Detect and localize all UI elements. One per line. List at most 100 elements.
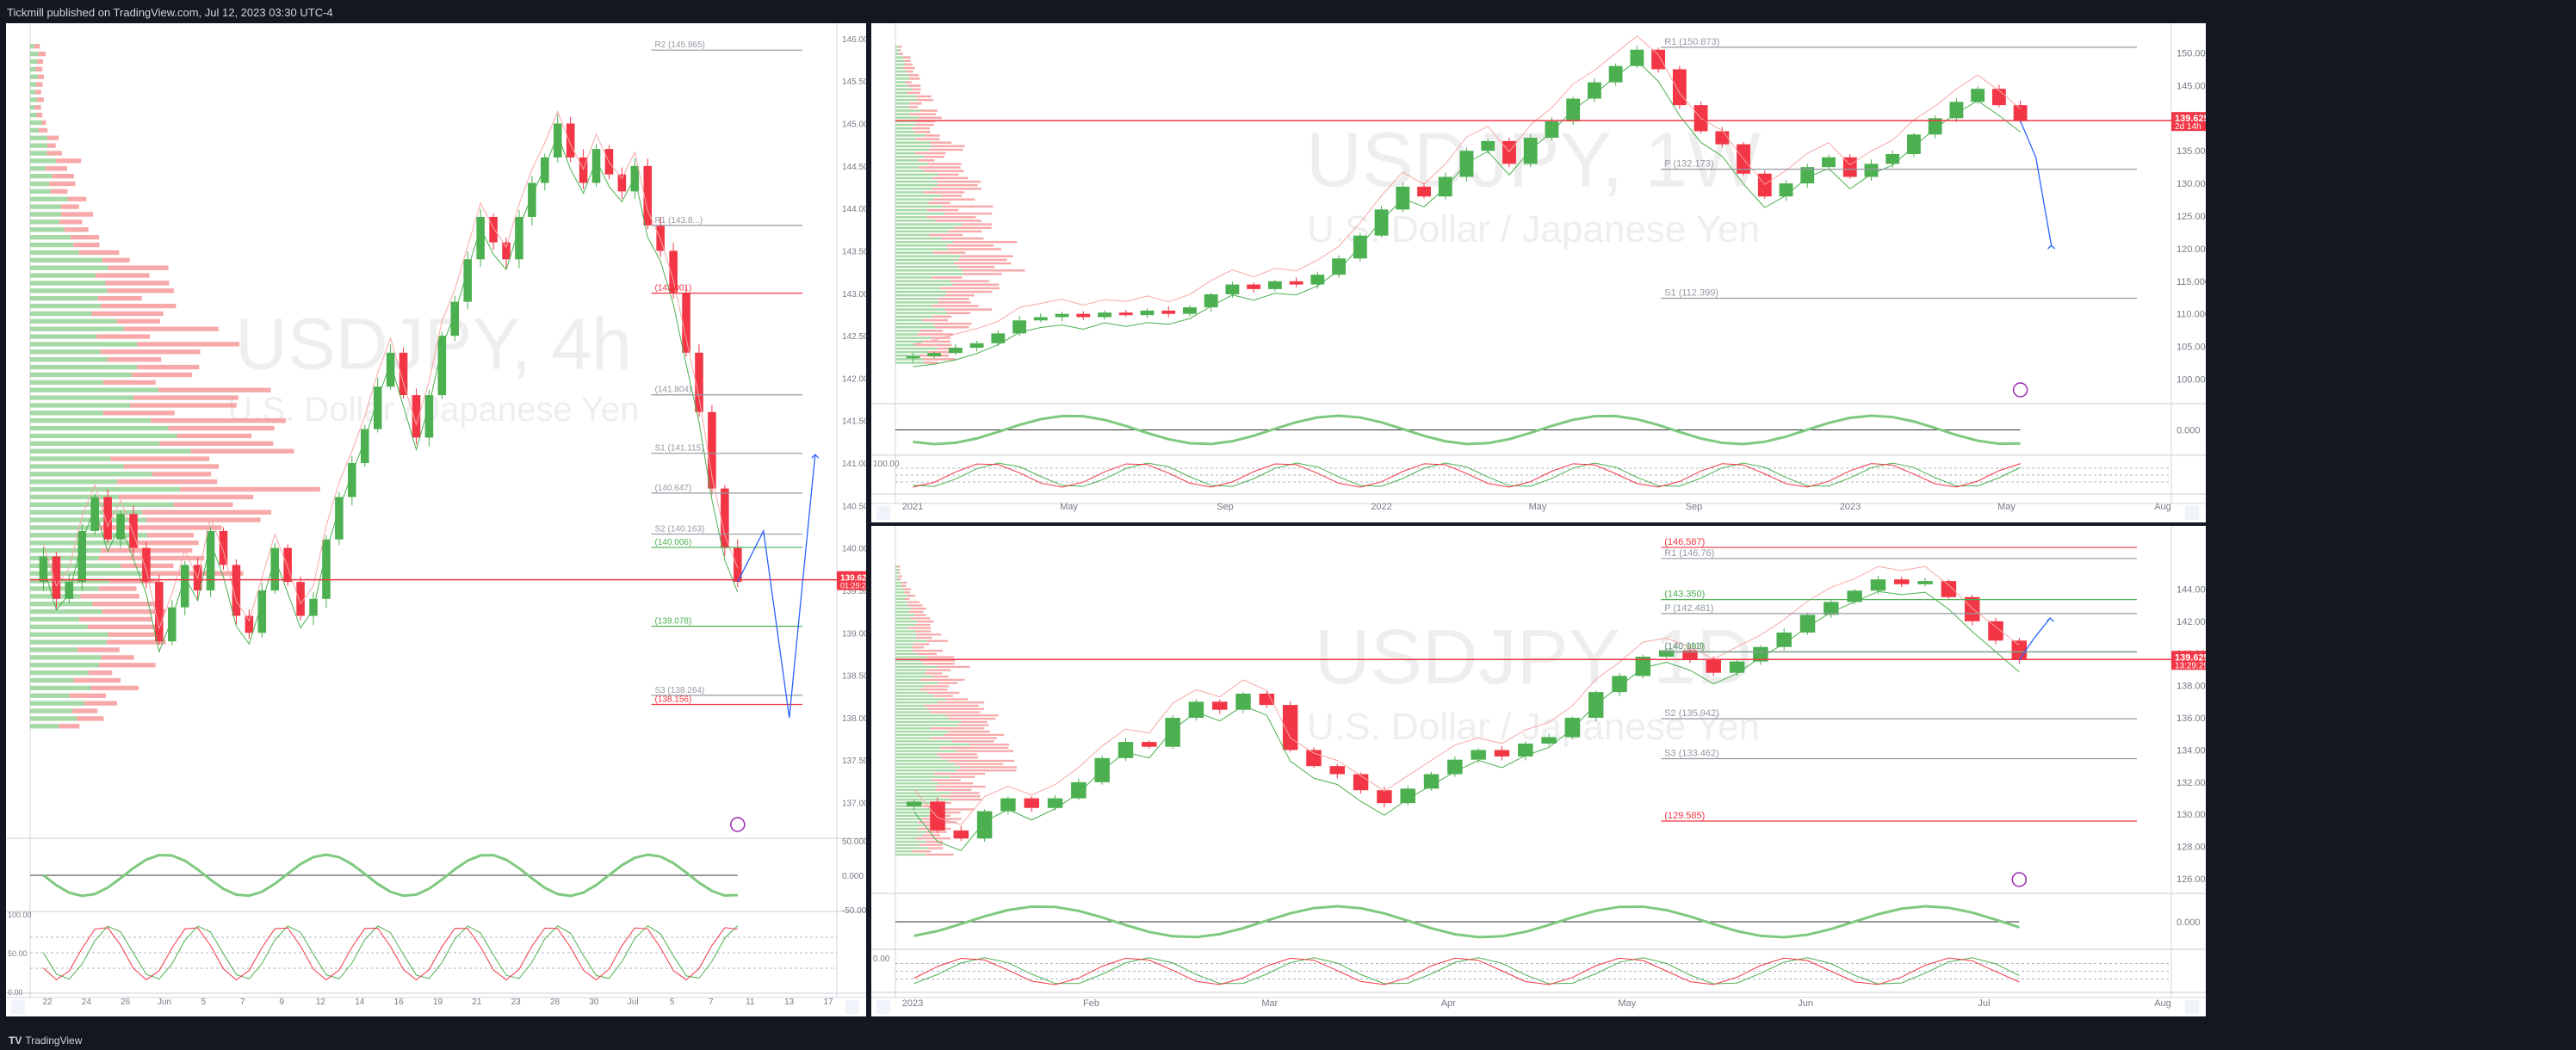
event-marker-icon[interactable] [2011, 872, 2028, 887]
volume-profile-bar-bull [30, 693, 70, 698]
auto-scale-button[interactable] [2185, 1000, 2199, 1014]
volume-profile-bar-bull [30, 127, 39, 133]
volume-profile-bar-bear [914, 623, 931, 627]
chart-svg[interactable]: USDJPY, 1WU.S. Dollar / Japanese Yen150.… [871, 23, 2206, 522]
volume-profile-bar-bear [907, 595, 916, 597]
volume-profile-bar-bull [895, 759, 949, 763]
volume-profile-bar-bull [895, 695, 935, 697]
volume-profile-bar-bear [129, 403, 237, 408]
volume-profile-bar-bear [938, 782, 974, 785]
x-tick-label: 5 [670, 998, 675, 1007]
volume-profile-bar-bull [30, 166, 46, 171]
candle-body [1012, 320, 1026, 334]
volume-profile-bar-bear [960, 766, 1017, 769]
chart-svg[interactable]: USDJPY, 4h U.S. Dollar / Japanese Yen 146.… [6, 23, 866, 1016]
x-tick-label: 9 [279, 998, 284, 1007]
volume-profile-bar-bull [895, 91, 907, 95]
volume-profile-bar-bull [30, 273, 96, 278]
volume-profile-bar-bull [30, 525, 99, 530]
volume-profile-bar-bear [190, 448, 294, 454]
x-tick-label: Feb [1083, 998, 1099, 1009]
candle-body [348, 463, 356, 497]
volume-profile-bar-bull [30, 326, 124, 331]
volume-profile-bar-bear [957, 265, 995, 269]
volume-profile-bar-bull [895, 614, 915, 616]
pivot-level-label: (140.111) [1664, 641, 1703, 652]
y-tick-label: 138.000 [842, 714, 866, 724]
event-marker-icon[interactable] [2012, 382, 2028, 398]
candle-body [77, 530, 87, 583]
volume-profile-bar-bull [895, 633, 917, 636]
volume-profile-bar-bull [30, 456, 111, 461]
stochastic-d-line [913, 957, 2020, 985]
auto-scale-button[interactable] [2185, 506, 2199, 520]
volume-profile-bar-bull [30, 59, 37, 65]
x-tick-label: 2021 [902, 502, 923, 512]
volume-profile-bar-bull [895, 591, 905, 594]
timezone-button[interactable] [876, 506, 890, 520]
momentum-line [913, 414, 2021, 446]
pivot-level-label: (129.585) [1664, 811, 1705, 821]
auto-scale-button[interactable] [845, 1000, 859, 1014]
volume-profile-bar-bull [895, 63, 905, 66]
timezone-button[interactable] [11, 1000, 25, 1014]
candle-body [1183, 307, 1197, 314]
volume-profile-bar-bear [100, 303, 176, 309]
chart-panel-4h[interactable]: USDJPY, 4h U.S. Dollar / Japanese Yen 146.… [6, 23, 866, 1016]
x-tick-label: 17 [823, 998, 833, 1007]
timezone-button[interactable] [876, 1000, 890, 1014]
volume-profile-bar-bull [895, 191, 924, 194]
volume-profile-bar-bear [152, 472, 212, 477]
x-tick-label: 23 [511, 998, 522, 1007]
event-marker-icon[interactable] [730, 817, 746, 832]
y-tick-label: 125.000 [2177, 212, 2206, 222]
chart-svg[interactable]: USDJPY, 1D U.S. Dollar / Japanese Yen 144.… [871, 526, 2206, 1016]
volume-profile-bar-bear [934, 326, 969, 329]
pivot-level-label: S1 (141.115) [654, 444, 703, 454]
watermark-name: U.S. Dollar / Japanese Yen [1307, 706, 1760, 748]
volume-profile-bar-bull [895, 116, 919, 120]
y-tick-label: 135.000 [2177, 146, 2206, 157]
volume-profile-bar-bear [952, 283, 1000, 286]
volume-profile-bar-bear [917, 333, 954, 336]
volume-profile-bar-bull [30, 677, 74, 683]
volume-profile-bar-bull [895, 326, 935, 329]
candle-body [1545, 121, 1559, 139]
volume-profile-bar-bear [928, 148, 963, 151]
volume-profile-bar-bull [895, 649, 913, 652]
volume-profile-bar-bear [108, 632, 156, 637]
candle-body [1289, 281, 1303, 285]
volume-profile-bar-bear [948, 230, 982, 233]
pivot-level-label: (143.001) [654, 284, 691, 293]
volume-profile-bar-bull [895, 159, 920, 162]
volume-profile-bar-bear [41, 120, 46, 126]
watermark-name: U.S. Dollar / Japanese Yen [227, 391, 639, 429]
volume-profile-bar-bear [935, 219, 981, 222]
chart-panel-daily[interactable]: USDJPY, 1D U.S. Dollar / Japanese Yen 144.… [871, 526, 2206, 1016]
volume-profile-bar-bull [895, 230, 949, 233]
volume-profile-bar-bear [151, 418, 286, 423]
volume-profile-bar-bear [912, 646, 925, 649]
y-tick-label: 138.500 [842, 672, 866, 682]
candle-body [463, 259, 472, 302]
chart-panel-weekly[interactable]: USDJPY, 1WU.S. Dollar / Japanese Yen150.… [871, 23, 2206, 522]
volume-profile-bar-bear [919, 843, 943, 846]
volume-profile-bar-bear [923, 662, 955, 665]
x-tick-label: 7 [709, 998, 714, 1007]
candle-body [708, 411, 716, 489]
y-tick-label: 110.000 [2177, 310, 2206, 320]
volume-profile-bar-bull [895, 46, 900, 48]
volume-profile-bar-bear [37, 74, 44, 79]
x-tick-label: Aug [2154, 998, 2171, 1009]
candle-body [1612, 676, 1627, 693]
volume-profile-bar-bull [895, 148, 929, 151]
volume-profile-bar-bear [934, 695, 953, 697]
volume-profile-bar-bull [895, 840, 926, 843]
volume-profile-bar-bear [99, 663, 156, 668]
volume-profile-bar-bear [107, 357, 162, 362]
volume-profile-bar-bear [168, 425, 275, 431]
candle-body [1886, 154, 1900, 164]
volume-profile-bar-bear [109, 578, 158, 584]
y-tick-label: 140.500 [842, 502, 866, 511]
volume-profile-bar-bear [957, 750, 1014, 752]
